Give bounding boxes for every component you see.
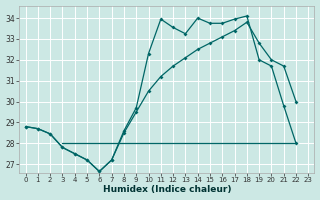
X-axis label: Humidex (Indice chaleur): Humidex (Indice chaleur) <box>103 185 231 194</box>
